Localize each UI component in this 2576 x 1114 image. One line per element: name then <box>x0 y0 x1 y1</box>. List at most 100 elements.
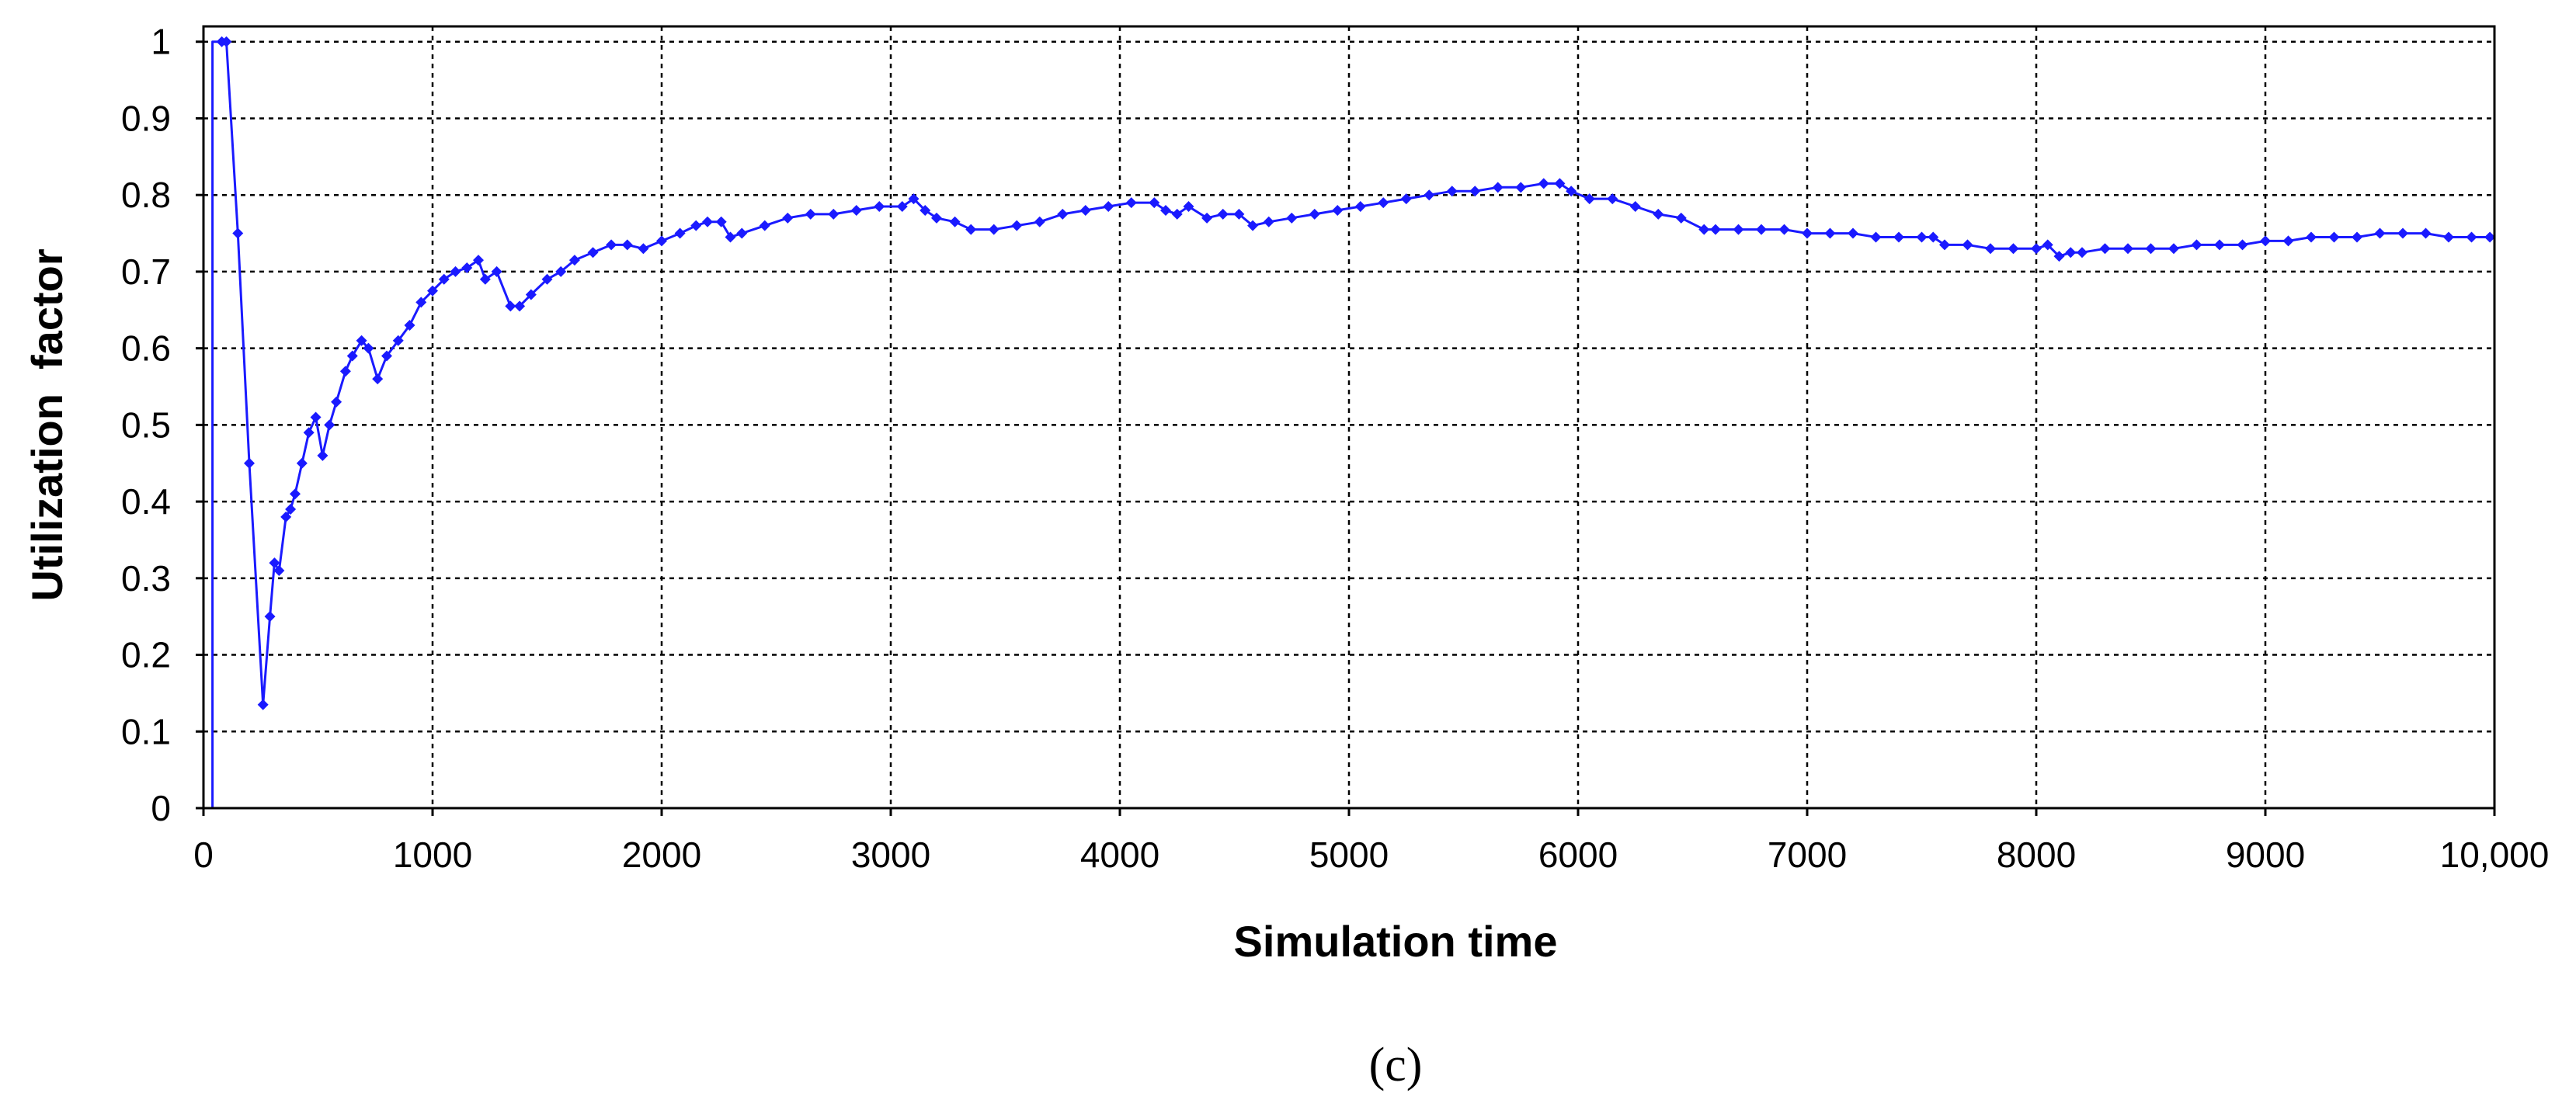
data-point <box>2237 239 2248 251</box>
data-point <box>2443 231 2454 243</box>
y-tick-label: 0.4 <box>121 481 171 522</box>
data-point <box>759 220 770 231</box>
x-tick-label: 0 <box>193 835 214 875</box>
data-point <box>450 265 461 277</box>
data-point <box>280 511 292 522</box>
data-point <box>346 350 358 362</box>
data-point <box>331 396 342 408</box>
data-point <box>638 243 649 255</box>
data-point <box>2328 231 2340 243</box>
data-point <box>1332 204 1344 216</box>
data-point <box>303 427 315 439</box>
x-tick-label: 4000 <box>1080 835 1159 875</box>
data-point <box>232 227 244 239</box>
data-point <box>2099 243 2111 255</box>
data-point <box>2420 227 2432 239</box>
data-point <box>896 201 908 213</box>
data-point <box>1469 186 1481 197</box>
x-tick-label: 5000 <box>1309 835 1389 875</box>
data-point <box>244 457 255 469</box>
x-tick-label: 2000 <box>622 835 701 875</box>
data-point <box>1756 224 1767 235</box>
data-point <box>1149 197 1160 209</box>
data-point <box>1201 212 1213 224</box>
data-point <box>541 273 553 285</box>
data-point <box>273 564 285 576</box>
x-tick-label: 9000 <box>2226 835 2305 875</box>
data-point <box>805 208 816 220</box>
data-point <box>427 285 438 297</box>
data-point <box>2282 235 2294 247</box>
data-point <box>920 204 931 216</box>
data-point <box>269 557 280 569</box>
data-point <box>908 193 920 205</box>
data-point <box>1263 216 1274 227</box>
data-point <box>310 411 322 423</box>
data-point <box>1424 189 1435 201</box>
data-point <box>1629 201 1641 213</box>
data-point <box>381 350 392 362</box>
data-point <box>1653 208 1664 220</box>
data-point <box>438 273 450 285</box>
data-point <box>2168 243 2179 255</box>
y-tick-label: 0 <box>151 788 171 828</box>
data-point <box>392 335 404 346</box>
data-point <box>2031 243 2042 255</box>
x-tick-label: 8000 <box>1997 835 2076 875</box>
data-point <box>1515 182 1527 193</box>
data-point <box>1217 208 1229 220</box>
data-point <box>372 373 384 385</box>
data-point <box>2145 243 2157 255</box>
data-point <box>1916 231 1928 243</box>
data-point <box>1607 193 1618 205</box>
data-point <box>1233 208 1245 220</box>
data-point <box>656 235 667 247</box>
data-point <box>296 457 308 469</box>
data-point <box>988 224 999 235</box>
data-point <box>782 212 794 224</box>
data-point <box>1554 178 1566 189</box>
data-point <box>931 212 942 224</box>
data-point <box>2352 231 2362 243</box>
data-point <box>702 216 713 227</box>
data-point <box>525 289 537 300</box>
data-point <box>1802 227 1813 239</box>
data-point <box>2466 231 2477 243</box>
data-point <box>2306 231 2317 243</box>
data-point <box>404 320 415 331</box>
data-point <box>1103 201 1114 213</box>
data-point <box>221 36 232 47</box>
data-point <box>290 488 301 500</box>
y-tick-label: 0.7 <box>121 252 171 292</box>
data-point <box>555 265 567 277</box>
data-point <box>1538 178 1549 189</box>
data-point <box>415 297 427 308</box>
data-point <box>1286 212 1298 224</box>
data-point <box>1939 239 1950 251</box>
data-point <box>1566 186 1577 197</box>
data-point <box>1778 224 1790 235</box>
data-point <box>874 201 885 213</box>
data-point <box>1247 220 1259 231</box>
data-point <box>1446 186 1458 197</box>
data-point <box>1583 193 1595 205</box>
data-point <box>568 255 580 266</box>
data-point <box>1183 201 1194 213</box>
data-point <box>257 699 269 710</box>
data-point <box>514 300 526 312</box>
x-tick-label: 1000 <box>393 835 472 875</box>
data-point <box>850 204 862 216</box>
data-point <box>1400 193 1412 205</box>
data-point <box>1492 182 1504 193</box>
data-point <box>1171 208 1183 220</box>
data-point <box>2008 243 2019 255</box>
y-tick-label: 1 <box>151 22 171 62</box>
data-point <box>2397 227 2408 239</box>
y-tick-label: 0.1 <box>121 711 171 751</box>
data-point <box>324 419 335 431</box>
data-point <box>1354 201 1366 213</box>
data-point <box>285 503 297 515</box>
data-point <box>479 273 491 285</box>
data-point <box>473 255 484 266</box>
